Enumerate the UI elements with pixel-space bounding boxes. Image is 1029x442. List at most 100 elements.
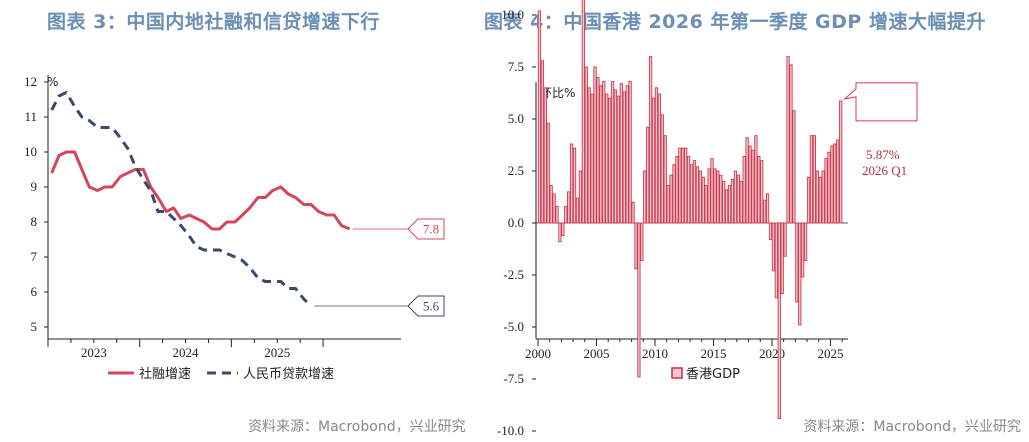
left-x-tick-label: 2025 [264, 345, 290, 360]
gdp-bar [754, 135, 758, 224]
gdp-bar [646, 126, 650, 224]
gdp-bar [678, 147, 682, 224]
gdp-bar [686, 155, 691, 224]
right-y-tick-label: 10.0 [501, 7, 524, 22]
gdp-bar [590, 93, 594, 224]
gdp-bar [584, 66, 588, 224]
gdp-bar [567, 191, 571, 224]
gdp-bar [622, 91, 626, 224]
left-y-ticks: 12 11 10 9 8 7 6 5 [24, 74, 48, 334]
left-y-tick-label: 7 [31, 249, 38, 264]
legend-label-rmb-loans: 人民币贷款增速 [243, 367, 334, 382]
source-note-right: 资料来源：Macrobond，兴业研究 [803, 419, 1021, 435]
right-x-tick-label: 2005 [583, 346, 609, 361]
right-y-tick-label: 2.5 [508, 163, 524, 178]
left-y-tick-label: 6 [31, 284, 38, 299]
gdp-bar [757, 155, 761, 224]
left-x-tick-label: 2023 [81, 345, 107, 360]
gdp-bar [672, 164, 676, 224]
right-y-tick-label: 0.0 [508, 215, 524, 230]
right-y-tick-label: 5.0 [508, 111, 524, 126]
left-y-tick-label: 11 [24, 109, 37, 124]
gdp-bar [774, 222, 778, 299]
gdp-bar [643, 170, 647, 224]
gdp-bar [730, 178, 735, 224]
gdp-bar [727, 185, 732, 224]
gdp-bar [552, 193, 556, 224]
gdp-bar [587, 87, 591, 224]
gdp-bar [725, 189, 729, 224]
gdp-bar [722, 180, 726, 224]
gdp-bar [657, 93, 661, 224]
gdp-bar [575, 197, 580, 224]
gdp-bar [827, 151, 831, 224]
gdp-bar [733, 170, 738, 224]
gdp-bar [768, 222, 773, 241]
gdp-bar [634, 222, 638, 270]
gdp-bar [608, 97, 612, 224]
gdp-bar [698, 170, 702, 224]
chart-title-right: 图表 4：中国香港 2026 年第一季度 GDP 增速大幅提升 [484, 11, 986, 33]
gdp-bar [564, 205, 568, 224]
left-y-tick-label: 10 [24, 144, 37, 159]
right-annotation: 5.87% 2026 Q1 [843, 82, 918, 178]
end-label-value: 7.8 [423, 222, 439, 237]
gdp-bar [689, 164, 694, 224]
gdp-bar [613, 89, 618, 224]
gdp-bar [780, 222, 784, 295]
gdp-bar [619, 83, 623, 224]
gdp-bar [599, 85, 603, 224]
legend-swatch-hk-gdp [671, 367, 683, 379]
right-x-tick-label: 2015 [700, 346, 726, 361]
left-unit-label: % [47, 75, 58, 89]
gdp-bar [786, 56, 790, 224]
gdp-bar [593, 66, 597, 224]
left-legend: 社融增速 人民币贷款增速 [108, 366, 334, 382]
gdp-bar [701, 176, 705, 224]
end-label-value: 5.6 [423, 299, 440, 314]
gdp-bar [654, 87, 659, 224]
gdp-bar [821, 170, 825, 224]
right-y-tick-label: -5.0 [503, 319, 524, 334]
right-unit-label: 环比% [540, 86, 575, 100]
gdp-bar [707, 168, 711, 224]
gdp-bar [765, 193, 770, 224]
gdp-bar [751, 149, 755, 224]
source-note-left: 资料来源：Macrobond，兴业研究 [248, 419, 466, 435]
gdp-bar [812, 135, 816, 224]
gdp-bar [710, 158, 714, 224]
gdp-bar [572, 147, 577, 224]
gdp-bar [561, 222, 565, 236]
gdp-bar [742, 155, 746, 224]
legend-label-hk-gdp: 香港GDP [686, 367, 740, 382]
gdp-bar [546, 122, 550, 224]
gdp-bar [625, 85, 629, 224]
gdp-bar [763, 199, 767, 224]
gdp-bar [663, 135, 667, 224]
gdp-bar [839, 100, 843, 224]
gdp-bar [806, 176, 811, 224]
annotation-value: 5.87% [866, 147, 900, 162]
left-y-tick-label: 5 [31, 319, 38, 334]
right-y-tick-label: -10.0 [497, 423, 524, 438]
gdp-bar [684, 147, 688, 224]
gdp-bar [558, 222, 562, 243]
gdp-bar [675, 155, 679, 224]
right-bar-chart: 12.510.07.55.02.50.0-2.5-5.0-7.5-10.0 20… [497, 0, 918, 438]
gdp-bar [716, 170, 720, 224]
gdp-bar [745, 137, 749, 224]
gdp-bar [610, 81, 615, 224]
gdp-bar [748, 145, 752, 224]
annotation-box [843, 82, 918, 122]
gdp-bar [570, 143, 574, 224]
gdp-bar [692, 160, 697, 224]
right-x-tick-label: 2000 [525, 346, 551, 361]
right-x-tick-label: 2020 [759, 346, 785, 361]
gdp-bar [628, 81, 632, 224]
gdp-bar [695, 166, 700, 224]
annotation-period: 2026 Q1 [862, 163, 907, 178]
gdp-bar [640, 222, 644, 261]
gdp-bar [555, 205, 559, 224]
right-y-ticks: 12.510.07.55.02.50.0-2.5-5.0-7.5-10.0 [497, 7, 536, 438]
